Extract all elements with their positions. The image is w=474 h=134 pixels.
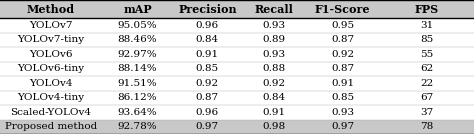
Text: 78: 78 xyxy=(420,122,433,131)
Text: 62: 62 xyxy=(420,64,433,73)
Text: YOLOv4-tiny: YOLOv4-tiny xyxy=(18,93,84,102)
Text: Method: Method xyxy=(27,3,75,15)
Text: 0.87: 0.87 xyxy=(331,64,354,73)
Text: 92.97%: 92.97% xyxy=(118,50,157,59)
Text: 0.92: 0.92 xyxy=(196,79,219,88)
Text: Recall: Recall xyxy=(254,3,293,15)
Text: 0.96: 0.96 xyxy=(196,108,219,117)
Text: 93.64%: 93.64% xyxy=(118,108,157,117)
Text: 0.85: 0.85 xyxy=(196,64,219,73)
Text: YOLOv7: YOLOv7 xyxy=(29,21,73,30)
Text: 37: 37 xyxy=(420,108,433,117)
Text: 0.93: 0.93 xyxy=(262,21,285,30)
Text: 0.93: 0.93 xyxy=(262,50,285,59)
Text: mAP: mAP xyxy=(123,3,152,15)
Text: 91.51%: 91.51% xyxy=(118,79,157,88)
Text: 0.98: 0.98 xyxy=(262,122,285,131)
Text: 0.84: 0.84 xyxy=(196,35,219,44)
Text: 22: 22 xyxy=(420,79,433,88)
Text: 0.87: 0.87 xyxy=(196,93,219,102)
Text: 0.96: 0.96 xyxy=(196,21,219,30)
Text: YOLOv6: YOLOv6 xyxy=(29,50,73,59)
Text: 86.12%: 86.12% xyxy=(118,93,157,102)
Text: Scaled-YOLOv4: Scaled-YOLOv4 xyxy=(10,108,91,117)
Text: 0.89: 0.89 xyxy=(262,35,285,44)
Text: 85: 85 xyxy=(420,35,433,44)
Text: F1-Score: F1-Score xyxy=(315,3,370,15)
Text: 88.14%: 88.14% xyxy=(118,64,157,73)
Text: 88.46%: 88.46% xyxy=(118,35,157,44)
Text: 67: 67 xyxy=(420,93,433,102)
Text: 0.97: 0.97 xyxy=(331,122,354,131)
Text: Proposed method: Proposed method xyxy=(5,122,97,131)
Text: 31: 31 xyxy=(420,21,433,30)
Text: 0.87: 0.87 xyxy=(331,35,354,44)
Text: 0.85: 0.85 xyxy=(331,93,354,102)
Text: FPS: FPS xyxy=(415,3,438,15)
Text: YOLOv6-tiny: YOLOv6-tiny xyxy=(18,64,84,73)
Bar xyxy=(0,0,474,18)
Text: 95.05%: 95.05% xyxy=(118,21,157,30)
Text: 0.95: 0.95 xyxy=(331,21,354,30)
Text: 0.91: 0.91 xyxy=(331,79,354,88)
Text: 55: 55 xyxy=(420,50,433,59)
Text: 0.92: 0.92 xyxy=(262,79,285,88)
Text: YOLOv7-tiny: YOLOv7-tiny xyxy=(18,35,84,44)
Bar xyxy=(0,120,474,134)
Text: 0.93: 0.93 xyxy=(331,108,354,117)
Text: 0.84: 0.84 xyxy=(262,93,285,102)
Text: 92.78%: 92.78% xyxy=(118,122,157,131)
Text: 0.91: 0.91 xyxy=(262,108,285,117)
Text: 0.91: 0.91 xyxy=(196,50,219,59)
Text: 0.92: 0.92 xyxy=(331,50,354,59)
Text: YOLOv4: YOLOv4 xyxy=(29,79,73,88)
Text: Precision: Precision xyxy=(178,3,237,15)
Text: 0.97: 0.97 xyxy=(196,122,219,131)
Text: 0.88: 0.88 xyxy=(262,64,285,73)
